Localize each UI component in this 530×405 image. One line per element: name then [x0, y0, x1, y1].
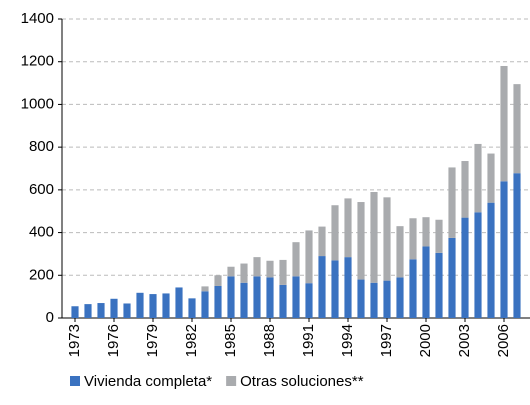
bar-segment — [396, 226, 404, 278]
y-tick-label: 0 — [46, 309, 54, 326]
bar-segment — [409, 218, 417, 260]
bar-segment — [123, 303, 131, 318]
bar-segment — [136, 292, 144, 318]
y-tick-label: 1400 — [21, 10, 54, 27]
bar-segment — [201, 286, 209, 292]
x-tick-label: 1973 — [66, 324, 83, 357]
bar-segment — [487, 153, 495, 203]
bar-segment — [331, 205, 339, 261]
bar-segment — [344, 198, 352, 258]
bar-segment — [279, 259, 287, 285]
bar-segment — [461, 161, 469, 218]
bar-segment — [305, 283, 313, 318]
x-tick-label: 2006 — [495, 324, 512, 357]
bar-segment — [487, 202, 495, 318]
bar-segment — [279, 284, 287, 318]
bar-segment — [448, 237, 456, 318]
legend-label: Otras soluciones** — [240, 373, 364, 390]
bar-segment — [318, 226, 326, 257]
bar-segment — [227, 276, 235, 318]
bar-segment — [357, 202, 365, 280]
bar-segment — [266, 260, 274, 278]
bar-segment — [461, 217, 469, 318]
bar-segment — [214, 275, 222, 286]
bar-segment — [422, 217, 430, 247]
bar-segment — [383, 280, 391, 318]
x-tick-label: 1976 — [105, 324, 122, 357]
bar-segment — [227, 266, 235, 277]
bar-segment — [292, 276, 300, 318]
legend-label: Vivienda completa* — [84, 373, 212, 390]
bar-segment — [84, 304, 92, 318]
bar-segment — [344, 257, 352, 318]
bar-segment — [448, 167, 456, 238]
bar-segment — [175, 287, 183, 318]
y-tick-label: 600 — [29, 181, 54, 198]
bar-segment — [435, 219, 443, 253]
x-tick-label: 1991 — [300, 324, 317, 357]
bar-segment — [71, 306, 79, 318]
bar-segment — [500, 65, 508, 182]
x-tick-label: 1985 — [222, 324, 239, 357]
bar-segment — [435, 252, 443, 318]
y-tick-label: 400 — [29, 224, 54, 241]
x-tick-label: 1988 — [261, 324, 278, 357]
x-tick-label: 1994 — [339, 324, 356, 357]
bar-segment — [370, 282, 378, 318]
bar-segment — [396, 277, 404, 318]
bar-segment — [240, 263, 248, 283]
x-tick-label: 1982 — [183, 324, 200, 357]
bar-segment — [357, 279, 365, 318]
bar-segment — [422, 246, 430, 318]
bar-segment — [383, 197, 391, 281]
y-tick-label: 1200 — [21, 53, 54, 70]
bar-segment — [513, 84, 521, 174]
bar-segment — [500, 181, 508, 318]
bar-segment — [474, 143, 482, 213]
bar-segment — [474, 212, 482, 318]
bar-segment — [409, 259, 417, 318]
x-tick-label: 1997 — [378, 324, 395, 357]
bar-segment — [318, 256, 326, 318]
y-tick-label: 200 — [29, 266, 54, 283]
x-tick-label: 2000 — [417, 324, 434, 357]
bar-segment — [110, 298, 118, 318]
x-tick-label: 1979 — [144, 324, 161, 357]
bar-segment — [162, 293, 170, 318]
bar-segment — [188, 298, 196, 318]
bar-segment — [214, 285, 222, 318]
bar-segment — [253, 276, 261, 318]
bar-segment — [266, 277, 274, 318]
bar-segment — [331, 260, 339, 318]
bar-segment — [201, 291, 209, 318]
bar-segment — [305, 230, 313, 284]
bar-segment — [240, 282, 248, 318]
y-tick-label: 800 — [29, 138, 54, 155]
x-tick-label: 2003 — [456, 324, 473, 357]
legend-swatch — [226, 376, 237, 386]
y-tick-label: 1000 — [21, 95, 54, 112]
bar-segment — [97, 303, 105, 318]
bar-segment — [370, 191, 378, 283]
bar-segment — [513, 173, 521, 318]
bar-segment — [253, 257, 261, 277]
bar-segment — [292, 242, 300, 277]
bar-segment — [149, 294, 157, 318]
legend-swatch — [70, 376, 80, 386]
